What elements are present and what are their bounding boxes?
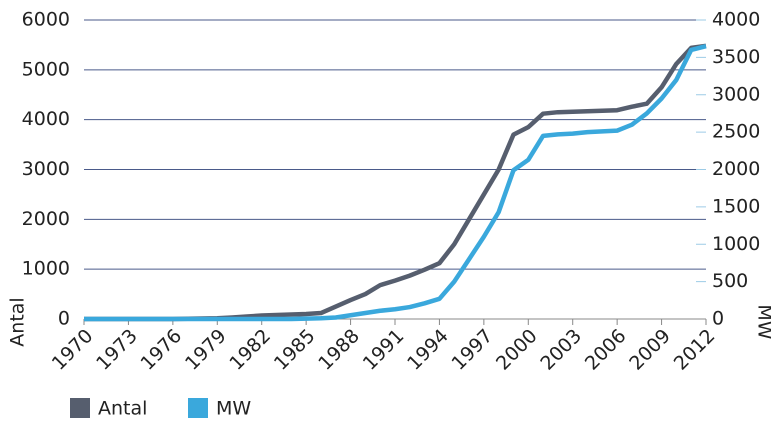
y-axis-label: Antal xyxy=(7,297,29,346)
x-tick-label: 1982 xyxy=(225,325,275,375)
y-tick-label: 4000 xyxy=(22,108,70,130)
legend-label: Antal xyxy=(98,398,147,420)
x-tick-label: 1976 xyxy=(137,325,187,375)
y2-tick-label: 2000 xyxy=(712,158,760,180)
x-tick-label: 2006 xyxy=(581,325,631,375)
y2-tick-label: 0 xyxy=(712,308,724,330)
x-tick-label: 1994 xyxy=(403,325,453,375)
y2-tick-label: 2500 xyxy=(712,121,760,143)
x-tick-label: 1970 xyxy=(48,325,98,375)
y2-tick-label: 1500 xyxy=(712,195,760,217)
x-tick-label: 2000 xyxy=(492,325,542,375)
x-tick-label: 2009 xyxy=(625,325,675,375)
y-tick-label: 2000 xyxy=(22,208,70,230)
y2-axis-label: MW xyxy=(754,304,771,339)
x-tick-label: 1985 xyxy=(270,325,320,375)
series-line xyxy=(84,43,707,322)
x-tick-label: 2012 xyxy=(670,325,720,375)
y2-tick-label: 500 xyxy=(712,270,748,292)
y2-tick-label: 3500 xyxy=(712,46,760,68)
x-tick-label: 1988 xyxy=(314,325,364,375)
y2-tick-label: 1000 xyxy=(712,233,760,255)
y-tick-label: 5000 xyxy=(22,58,70,80)
legend-swatch xyxy=(188,398,208,418)
y-tick-label: 0 xyxy=(58,308,70,330)
series-line xyxy=(84,43,707,322)
x-tick-label: 1973 xyxy=(92,325,142,375)
legend-label: MW xyxy=(216,398,251,420)
x-tick-label: 1979 xyxy=(181,325,231,375)
y-tick-label: 6000 xyxy=(22,9,70,31)
legend-swatch xyxy=(70,398,90,418)
x-tick-label: 1997 xyxy=(448,325,498,375)
x-tick-label: 2003 xyxy=(536,325,586,375)
x-tick-label: 1991 xyxy=(359,325,409,375)
y2-tick-label: 4000 xyxy=(712,9,760,31)
y2-tick-label: 3000 xyxy=(712,83,760,105)
y-tick-label: 3000 xyxy=(22,158,70,180)
y-tick-label: 1000 xyxy=(22,258,70,280)
